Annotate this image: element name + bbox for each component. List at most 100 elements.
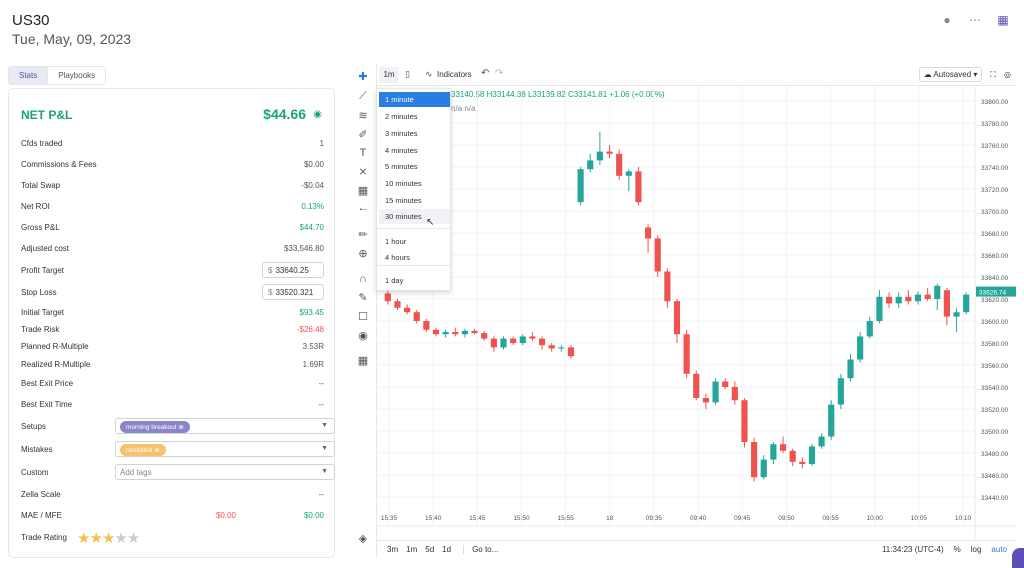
profit-target-input[interactable]: $33640.25 — [262, 262, 324, 278]
candle-body — [577, 169, 584, 203]
scale-controls: 11:34:23 (UTC-4) % log auto — [882, 545, 1007, 554]
cloud-icon: ☁ — [923, 70, 932, 79]
percent-toggle[interactable]: % — [953, 545, 961, 554]
measure-tool-icon[interactable]: ▦ — [357, 185, 369, 197]
candle-body — [751, 442, 758, 478]
interval-option[interactable]: 1 hour — [385, 237, 407, 246]
candle-body — [731, 387, 738, 401]
star-icon[interactable]: ★ — [114, 530, 127, 547]
trash-icon[interactable]: ▦ — [357, 355, 369, 367]
auto-toggle[interactable]: auto — [991, 545, 1007, 554]
visibility-icon[interactable]: ◉ — [358, 330, 368, 342]
mae-value: $0.00 — [215, 511, 236, 520]
interval-option[interactable]: 10 minutes — [385, 179, 422, 188]
y-tick-label: 33780.00 — [981, 121, 1008, 128]
candle-body — [452, 332, 459, 335]
drawing-toolbar: ✚ ⟋ ≋ ✐ T ⨯ ▦ ← ✏ ⊕ ∩ ✎ ☐ ◉ ▦ ◈ — [352, 66, 374, 556]
candle-body — [924, 294, 931, 299]
fullscreen-icon[interactable]: ⛶ — [990, 69, 997, 79]
x-tick-label: 15:50 — [513, 515, 530, 522]
trade-rating-stars[interactable]: ★★★★★ — [77, 529, 140, 547]
stat-value: -- — [318, 490, 324, 499]
more-options-icon[interactable]: ⋯ — [969, 13, 981, 27]
ruler-icon[interactable]: ✏ — [358, 229, 368, 241]
stat-label: Setups — [21, 422, 46, 431]
star-icon[interactable]: ★ — [89, 530, 102, 547]
text-tool-icon[interactable]: T — [359, 147, 367, 159]
candle-body — [490, 338, 497, 348]
layers-icon[interactable]: ◈ — [358, 533, 368, 545]
star-icon[interactable]: ★ — [101, 530, 115, 547]
interval-option[interactable]: 2 minutes — [385, 112, 418, 121]
star-icon[interactable]: ★ — [77, 530, 90, 547]
tab-stats[interactable]: Stats — [9, 67, 49, 84]
trend-line-icon[interactable]: ⟋ — [359, 90, 367, 102]
candle-style-icon[interactable]: ▯ — [405, 69, 410, 79]
setups-select[interactable]: morning breakout ⊗ ▼ — [115, 418, 335, 434]
stat-label: Custom — [21, 468, 49, 477]
lock-icon[interactable]: ☐ — [358, 311, 368, 323]
interval-option[interactable]: 4 minutes — [385, 146, 418, 155]
range-3m[interactable]: 3m — [387, 545, 399, 554]
tab-playbooks[interactable]: Playbooks — [48, 67, 106, 84]
mouse-cursor-icon: ↖ — [426, 217, 435, 228]
interval-button[interactable]: 1m — [379, 67, 399, 83]
stat-value: $44.70 — [299, 223, 324, 232]
interval-option[interactable]: 3 minutes — [385, 129, 418, 138]
currency-symbol: $ — [268, 288, 273, 297]
brush-icon[interactable]: ✐ — [358, 129, 368, 141]
candle-body — [442, 332, 449, 335]
candle-body — [712, 381, 719, 403]
redo-icon[interactable]: ↷ — [495, 68, 504, 79]
range-5d[interactable]: 5d — [425, 545, 435, 554]
camera-icon[interactable]: ◎ — [1004, 70, 1011, 79]
autosave-button[interactable]: ☁ Autosaved ▾ — [918, 67, 983, 82]
stat-row-zella: Zella Scale -- — [21, 490, 324, 504]
y-tick-label: 33460.00 — [981, 473, 1008, 480]
zoom-in-icon[interactable]: ⊕ — [358, 248, 368, 260]
pattern-tool-icon[interactable]: ⨯ — [358, 166, 368, 178]
candle-body — [616, 153, 623, 176]
crosshair-icon[interactable]: ✚ — [358, 71, 368, 83]
fib-tool-icon[interactable]: ≋ — [358, 110, 368, 122]
chevron-down-icon: ▼ — [321, 445, 328, 452]
undo-icon[interactable]: ↶ — [481, 68, 490, 79]
candle-body — [413, 312, 420, 321]
eye-icon[interactable]: ◉ — [313, 109, 322, 120]
interval-option[interactable]: 30 minutes — [379, 209, 450, 224]
goto-button[interactable]: Go to... — [463, 545, 498, 554]
x-tick-label: 10:05 — [911, 515, 928, 522]
star-icon[interactable]: ★ — [126, 530, 140, 547]
lock-drawing-icon[interactable]: ✎ — [358, 292, 368, 304]
stop-loss-input[interactable]: $33520.321 — [262, 284, 324, 300]
share-icon[interactable]: ● — [943, 13, 951, 27]
interval-option[interactable]: 1 day — [385, 276, 404, 285]
mistakes-select[interactable]: hesitated ⊗ ▼ — [115, 441, 335, 457]
mistake-tag[interactable]: hesitated ⊗ — [120, 444, 166, 456]
indicators-icon[interactable]: ∿ — [425, 69, 433, 79]
interval-option[interactable]: 5 minutes — [385, 162, 418, 171]
interval-option[interactable]: 1 minute — [379, 92, 450, 107]
back-arrow-icon[interactable]: ← — [357, 202, 369, 214]
delete-icon[interactable]: ▦ — [997, 13, 1009, 27]
setup-tag[interactable]: morning breakout ⊗ — [120, 421, 190, 433]
stat-row-swap: Total Swap -$0.04 — [21, 181, 324, 195]
x-tick-label: 09:50 — [778, 515, 795, 522]
candle-body — [529, 336, 536, 339]
y-tick-label: 33440.00 — [981, 495, 1008, 502]
indicators-button[interactable]: Indicators — [437, 70, 472, 79]
range-1m[interactable]: 1m — [406, 545, 418, 554]
input-value: 33640.25 — [275, 266, 309, 275]
stat-row-commissions: Commissions & Fees $0.00 — [21, 160, 324, 174]
candle-body — [895, 296, 902, 304]
magnet-icon[interactable]: ∩ — [359, 273, 367, 285]
interval-option[interactable]: 4 hours — [385, 253, 411, 262]
range-1d[interactable]: 1d — [442, 545, 452, 554]
stat-row-realized-r: Realized R-Multiple 1.69R — [21, 360, 324, 374]
custom-tags-select[interactable]: Add tags ▼ — [115, 464, 335, 480]
candlestick-plot[interactable]: 33800.00 33780.00 33760.00 33740.00 33720.00… — [377, 86, 1017, 540]
log-toggle[interactable]: log — [970, 545, 982, 554]
interval-option[interactable]: 15 minutes — [385, 196, 422, 205]
chat-widget-button[interactable] — [1012, 548, 1024, 568]
